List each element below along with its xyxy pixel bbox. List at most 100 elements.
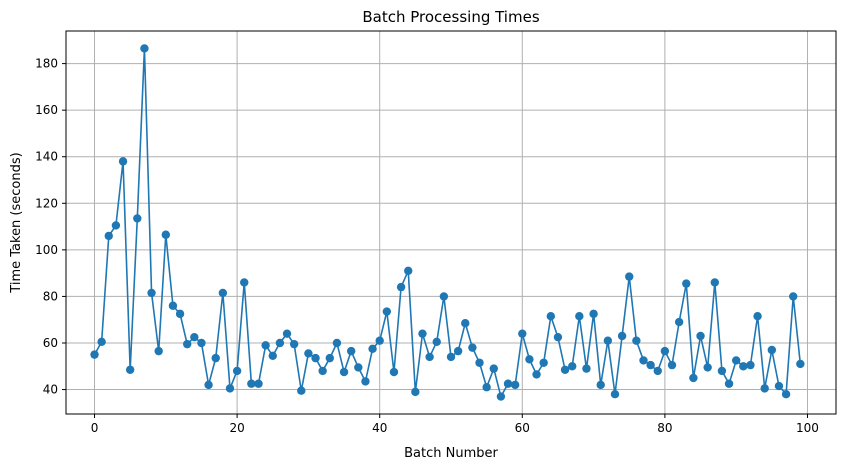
- y-tick-label: 40: [43, 383, 58, 397]
- data-point: [197, 338, 206, 348]
- data-point: [304, 349, 313, 358]
- data-point: [325, 353, 334, 363]
- data-point: [254, 379, 263, 388]
- data-point: [696, 331, 705, 341]
- data-point: [746, 360, 755, 370]
- data-point: [140, 44, 149, 53]
- data-point: [268, 351, 277, 360]
- data-point: [796, 359, 805, 369]
- data-point: [781, 390, 791, 399]
- data-point: [510, 380, 520, 390]
- data-point: [161, 230, 171, 239]
- x-tick-label: 80: [657, 421, 672, 435]
- data-point: [183, 339, 192, 349]
- data-point: [560, 365, 570, 374]
- data-point: [717, 366, 727, 376]
- data-point: [382, 307, 392, 316]
- data-point: [674, 317, 684, 327]
- data-point: [396, 282, 406, 292]
- data-point: [589, 309, 598, 319]
- data-point: [175, 309, 185, 319]
- data-point: [496, 392, 506, 401]
- data-point: [404, 266, 413, 276]
- data-point: [411, 387, 420, 397]
- data-point: [311, 353, 320, 363]
- data-point: [318, 366, 327, 376]
- data-point: [596, 380, 605, 390]
- series-layer: [90, 44, 805, 401]
- data-point: [525, 355, 534, 364]
- data-point: [553, 332, 563, 342]
- data-point: [275, 338, 285, 348]
- data-point: [610, 390, 620, 399]
- data-point: [546, 312, 556, 321]
- y-tick-label: 80: [43, 289, 58, 303]
- y-tick-label: 140: [35, 150, 58, 164]
- data-point: [468, 343, 477, 352]
- y-tick-label: 180: [35, 57, 58, 71]
- data-point: [639, 356, 648, 365]
- data-point: [190, 332, 199, 342]
- data-point: [154, 346, 163, 356]
- data-point: [660, 346, 670, 356]
- data-point: [232, 366, 242, 376]
- data-point: [632, 336, 641, 345]
- data-point: [760, 384, 769, 393]
- data-point: [689, 373, 698, 383]
- data-point: [90, 350, 99, 359]
- data-point: [568, 362, 577, 371]
- x-tick-label: 40: [372, 421, 387, 435]
- data-point: [489, 364, 498, 373]
- x-axis-label: Batch Number: [404, 446, 498, 461]
- data-point: [218, 288, 228, 298]
- y-tick-label: 160: [35, 103, 58, 117]
- data-point: [368, 344, 377, 354]
- data-point: [297, 386, 306, 395]
- data-point: [703, 363, 712, 372]
- data-point: [724, 379, 734, 388]
- data-point: [418, 329, 427, 338]
- data-point: [582, 364, 591, 373]
- data-point: [767, 345, 777, 355]
- data-point: [346, 346, 356, 356]
- y-tick-label: 60: [43, 336, 58, 350]
- data-point: [710, 278, 719, 287]
- chart-title: Batch Processing Times: [362, 8, 539, 26]
- data-point: [774, 381, 784, 391]
- data-point: [389, 367, 399, 377]
- data-point: [575, 312, 584, 321]
- data-point: [731, 356, 741, 365]
- data-point: [425, 352, 434, 362]
- data-point: [133, 214, 142, 223]
- data-point: [625, 272, 634, 281]
- data-point: [261, 341, 270, 350]
- data-point: [603, 336, 613, 345]
- data-point: [475, 358, 484, 367]
- data-point: [667, 360, 677, 370]
- data-point: [240, 278, 249, 287]
- data-point: [204, 380, 213, 390]
- data-point: [446, 352, 456, 362]
- data-point: [432, 337, 441, 347]
- plot-frame: [65, 30, 837, 415]
- grid-lines: [66, 31, 836, 414]
- data-point: [332, 338, 342, 348]
- x-tick-label: 20: [229, 421, 244, 435]
- data-point: [361, 377, 370, 386]
- data-point: [518, 329, 527, 338]
- data-point: [653, 366, 662, 376]
- series-line: [93, 48, 802, 399]
- data-point: [125, 365, 135, 374]
- data-point: [211, 353, 220, 363]
- data-point: [168, 301, 178, 310]
- data-point: [646, 360, 655, 370]
- y-tick-label: 100: [35, 243, 58, 257]
- data-point: [453, 346, 463, 356]
- data-point: [282, 329, 292, 338]
- data-point: [147, 288, 156, 298]
- data-point: [617, 331, 627, 341]
- x-tick-label: 60: [515, 421, 530, 435]
- data-point: [439, 292, 449, 301]
- data-point: [482, 383, 491, 392]
- data-point: [503, 379, 513, 388]
